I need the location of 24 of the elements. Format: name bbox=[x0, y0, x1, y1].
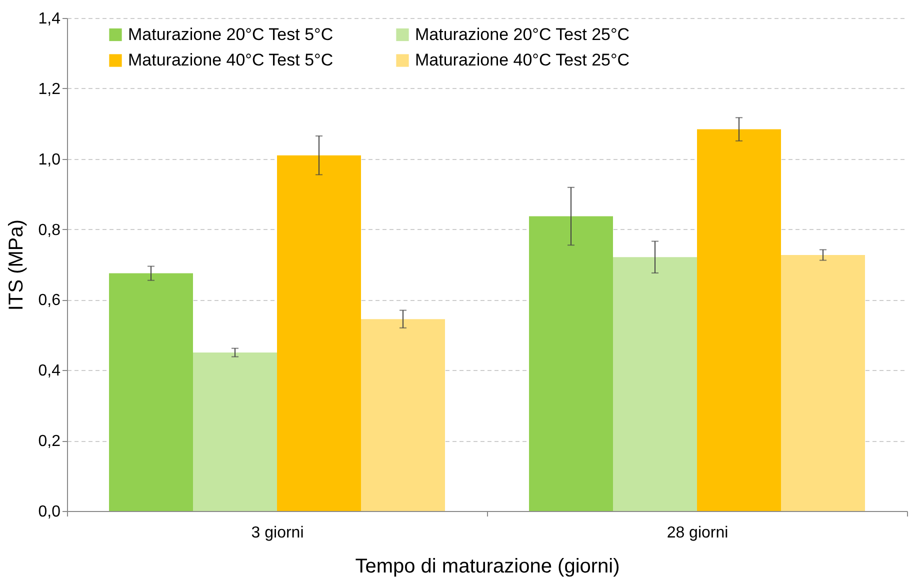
x-axis-title: Tempo di maturazione (giorni) bbox=[355, 556, 620, 578]
y-tick-label: 1,0 bbox=[38, 151, 61, 168]
bar bbox=[109, 273, 193, 511]
bar bbox=[193, 352, 277, 511]
y-axis-title: ITS (MPa) bbox=[5, 219, 28, 311]
bar bbox=[697, 129, 781, 511]
legend-label: Maturazione 20°C Test 25°C bbox=[415, 24, 630, 44]
x-tick-label: 3 giorni bbox=[251, 524, 304, 542]
y-tick-label: 1,2 bbox=[38, 80, 61, 98]
legend-label: Maturazione 20°C Test 5°C bbox=[128, 24, 334, 44]
y-tick-label: 0,6 bbox=[38, 292, 61, 310]
x-tick-label: 28 giorni bbox=[666, 524, 728, 542]
legend-label: Maturazione 40°C Test 25°C bbox=[415, 50, 630, 70]
bar bbox=[781, 254, 865, 511]
y-tick-label: 0,4 bbox=[38, 362, 61, 380]
bar bbox=[361, 319, 445, 511]
bar bbox=[613, 257, 697, 511]
bar bbox=[277, 155, 361, 511]
y-tick-label: 0,2 bbox=[38, 433, 61, 450]
y-tick-label: 1,4 bbox=[38, 10, 61, 28]
legend-label: Maturazione 40°C Test 5°C bbox=[128, 50, 334, 70]
y-tick-label: 0,0 bbox=[38, 504, 61, 520]
y-tick-label: 0,8 bbox=[38, 222, 61, 239]
bar bbox=[529, 216, 613, 511]
